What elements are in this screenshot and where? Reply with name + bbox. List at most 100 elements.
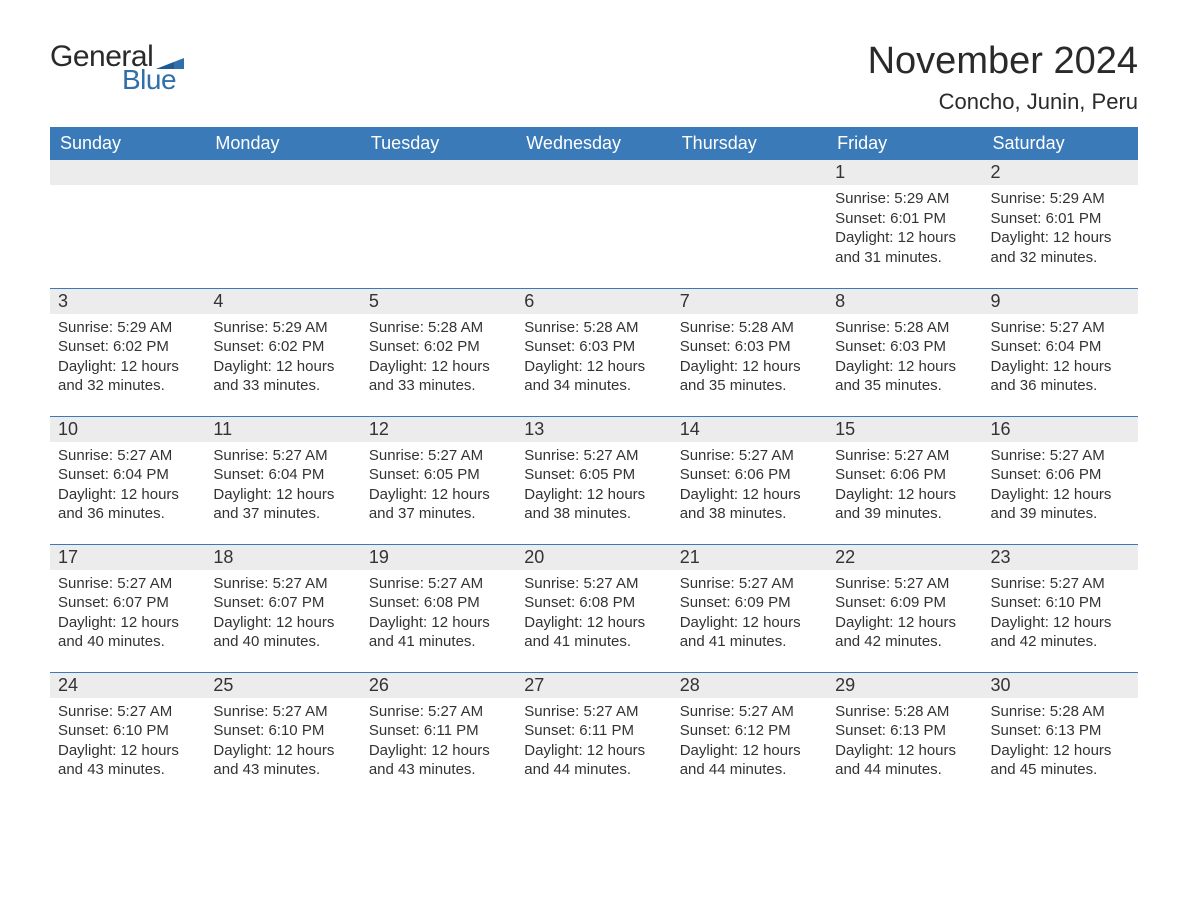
calendar-cell: 8Sunrise: 5:28 AMSunset: 6:03 PMDaylight… — [827, 288, 982, 416]
day-detail-line: Sunrise: 5:27 AM — [213, 702, 352, 722]
day-number — [516, 160, 671, 185]
day-detail-line: Sunset: 6:07 PM — [58, 593, 197, 613]
day-detail-line: Sunset: 6:10 PM — [991, 593, 1130, 613]
weekday-header: Monday — [205, 127, 360, 160]
day-details: Sunrise: 5:27 AMSunset: 6:04 PMDaylight:… — [983, 314, 1138, 404]
day-detail-line: Daylight: 12 hours — [835, 485, 974, 505]
day-detail-line: Daylight: 12 hours — [369, 613, 508, 633]
calendar-cell — [672, 160, 827, 288]
day-number: 20 — [516, 545, 671, 570]
day-detail-line: and 41 minutes. — [369, 632, 508, 652]
day-detail-line: Sunset: 6:13 PM — [835, 721, 974, 741]
day-detail-line: and 38 minutes. — [680, 504, 819, 524]
day-details: Sunrise: 5:27 AMSunset: 6:04 PMDaylight:… — [205, 442, 360, 532]
day-detail-line: Daylight: 12 hours — [369, 741, 508, 761]
calendar-cell: 6Sunrise: 5:28 AMSunset: 6:03 PMDaylight… — [516, 288, 671, 416]
day-detail-line: Sunrise: 5:28 AM — [991, 702, 1130, 722]
day-detail-line: Daylight: 12 hours — [680, 613, 819, 633]
day-detail-line: Daylight: 12 hours — [991, 357, 1130, 377]
day-detail-line: Sunrise: 5:27 AM — [680, 574, 819, 594]
day-detail-line: and 39 minutes. — [835, 504, 974, 524]
day-detail-line: Sunset: 6:04 PM — [58, 465, 197, 485]
day-detail-line: Sunrise: 5:27 AM — [369, 574, 508, 594]
day-number: 26 — [361, 673, 516, 698]
day-number: 12 — [361, 417, 516, 442]
day-detail-line: Daylight: 12 hours — [369, 357, 508, 377]
day-detail-line: Sunrise: 5:27 AM — [58, 446, 197, 466]
day-number: 1 — [827, 160, 982, 185]
calendar-cell: 14Sunrise: 5:27 AMSunset: 6:06 PMDayligh… — [672, 416, 827, 544]
day-detail-line: Daylight: 12 hours — [680, 741, 819, 761]
day-number — [205, 160, 360, 185]
day-detail-line: Daylight: 12 hours — [835, 741, 974, 761]
day-detail-line: Daylight: 12 hours — [213, 741, 352, 761]
day-detail-line: and 37 minutes. — [369, 504, 508, 524]
day-detail-line: Sunrise: 5:28 AM — [680, 318, 819, 338]
day-detail-line: and 35 minutes. — [835, 376, 974, 396]
calendar-cell: 20Sunrise: 5:27 AMSunset: 6:08 PMDayligh… — [516, 544, 671, 672]
day-details: Sunrise: 5:28 AMSunset: 6:02 PMDaylight:… — [361, 314, 516, 404]
day-details: Sunrise: 5:27 AMSunset: 6:06 PMDaylight:… — [827, 442, 982, 532]
day-number: 4 — [205, 289, 360, 314]
day-number: 17 — [50, 545, 205, 570]
day-detail-line: and 34 minutes. — [524, 376, 663, 396]
day-detail-line: Sunset: 6:04 PM — [991, 337, 1130, 357]
weekday-header: Sunday — [50, 127, 205, 160]
day-details: Sunrise: 5:29 AMSunset: 6:02 PMDaylight:… — [50, 314, 205, 404]
day-detail-line: and 44 minutes. — [524, 760, 663, 780]
day-number: 10 — [50, 417, 205, 442]
day-detail-line: Sunset: 6:13 PM — [991, 721, 1130, 741]
day-detail-line: Sunrise: 5:27 AM — [369, 702, 508, 722]
day-detail-line: Sunset: 6:10 PM — [213, 721, 352, 741]
day-detail-line: Sunrise: 5:27 AM — [991, 446, 1130, 466]
day-detail-line: and 39 minutes. — [991, 504, 1130, 524]
day-detail-line: Sunset: 6:02 PM — [58, 337, 197, 357]
day-detail-line: Daylight: 12 hours — [835, 613, 974, 633]
day-detail-line: Sunrise: 5:28 AM — [524, 318, 663, 338]
day-detail-line: Sunset: 6:05 PM — [369, 465, 508, 485]
calendar-cell: 23Sunrise: 5:27 AMSunset: 6:10 PMDayligh… — [983, 544, 1138, 672]
day-details: Sunrise: 5:27 AMSunset: 6:04 PMDaylight:… — [50, 442, 205, 532]
day-detail-line: Sunrise: 5:27 AM — [680, 702, 819, 722]
day-detail-line: Sunrise: 5:27 AM — [524, 446, 663, 466]
day-number — [50, 160, 205, 185]
day-detail-line: Sunset: 6:02 PM — [369, 337, 508, 357]
day-details: Sunrise: 5:27 AMSunset: 6:10 PMDaylight:… — [983, 570, 1138, 660]
day-number: 9 — [983, 289, 1138, 314]
day-details: Sunrise: 5:27 AMSunset: 6:08 PMDaylight:… — [361, 570, 516, 660]
day-detail-line: Sunrise: 5:27 AM — [991, 318, 1130, 338]
calendar-cell: 17Sunrise: 5:27 AMSunset: 6:07 PMDayligh… — [50, 544, 205, 672]
day-detail-line: Sunset: 6:03 PM — [680, 337, 819, 357]
day-detail-line: Sunrise: 5:28 AM — [835, 702, 974, 722]
day-detail-line: and 31 minutes. — [835, 248, 974, 268]
calendar-week-row: 1Sunrise: 5:29 AMSunset: 6:01 PMDaylight… — [50, 160, 1138, 288]
day-detail-line: Daylight: 12 hours — [213, 613, 352, 633]
logo: General Blue — [50, 40, 184, 96]
day-detail-line: and 33 minutes. — [213, 376, 352, 396]
day-number: 3 — [50, 289, 205, 314]
day-number: 11 — [205, 417, 360, 442]
day-details: Sunrise: 5:27 AMSunset: 6:05 PMDaylight:… — [516, 442, 671, 532]
day-number: 22 — [827, 545, 982, 570]
day-detail-line: Sunset: 6:09 PM — [835, 593, 974, 613]
calendar-cell — [361, 160, 516, 288]
day-detail-line: Daylight: 12 hours — [991, 228, 1130, 248]
day-details: Sunrise: 5:27 AMSunset: 6:09 PMDaylight:… — [827, 570, 982, 660]
day-detail-line: Sunrise: 5:27 AM — [680, 446, 819, 466]
day-number: 19 — [361, 545, 516, 570]
day-detail-line: Sunset: 6:06 PM — [991, 465, 1130, 485]
day-detail-line: Sunrise: 5:27 AM — [524, 574, 663, 594]
day-detail-line: Daylight: 12 hours — [524, 485, 663, 505]
day-details: Sunrise: 5:27 AMSunset: 6:10 PMDaylight:… — [50, 698, 205, 788]
day-detail-line: Sunrise: 5:28 AM — [369, 318, 508, 338]
weekday-header: Friday — [827, 127, 982, 160]
day-detail-line: Daylight: 12 hours — [835, 228, 974, 248]
day-detail-line: and 42 minutes. — [835, 632, 974, 652]
day-details: Sunrise: 5:28 AMSunset: 6:03 PMDaylight:… — [672, 314, 827, 404]
day-detail-line: Sunrise: 5:27 AM — [835, 446, 974, 466]
day-details: Sunrise: 5:27 AMSunset: 6:12 PMDaylight:… — [672, 698, 827, 788]
day-detail-line: Sunset: 6:11 PM — [369, 721, 508, 741]
calendar-cell: 9Sunrise: 5:27 AMSunset: 6:04 PMDaylight… — [983, 288, 1138, 416]
day-number: 27 — [516, 673, 671, 698]
calendar-cell: 3Sunrise: 5:29 AMSunset: 6:02 PMDaylight… — [50, 288, 205, 416]
